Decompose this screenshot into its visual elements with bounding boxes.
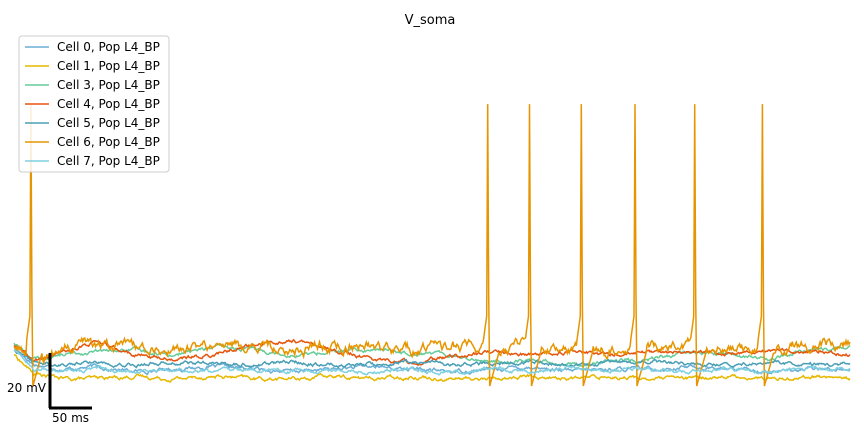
series-line-4 bbox=[13, 349, 851, 369]
legend-label-6: Cell 7, Pop L4_BP bbox=[57, 154, 160, 168]
series-line-6 bbox=[13, 349, 851, 376]
legend: Cell 0, Pop L4_BP Cell 1, Pop L4_BP Cell 3… bbox=[18, 35, 170, 173]
traces bbox=[13, 104, 851, 387]
scalebar: 20 mV 50 ms bbox=[7, 353, 92, 425]
legend-label-5: Cell 6, Pop L4_BP bbox=[57, 135, 160, 149]
legend-label-1: Cell 1, Pop L4_BP bbox=[57, 59, 160, 73]
legend-box bbox=[18, 35, 170, 173]
legend-label-4: Cell 5, Pop L4_BP bbox=[57, 116, 160, 130]
legend-label-2: Cell 3, Pop L4_BP bbox=[57, 78, 160, 92]
series-line-5 bbox=[13, 104, 851, 387]
scalebar-x-label: 50 ms bbox=[52, 411, 89, 425]
scalebar-y-label: 20 mV bbox=[7, 381, 47, 395]
series-line-1 bbox=[13, 353, 851, 383]
legend-label-3: Cell 4, Pop L4_BP bbox=[57, 97, 160, 111]
chart-title: V_soma bbox=[405, 13, 456, 28]
legend-label-0: Cell 0, Pop L4_BP bbox=[57, 40, 160, 54]
